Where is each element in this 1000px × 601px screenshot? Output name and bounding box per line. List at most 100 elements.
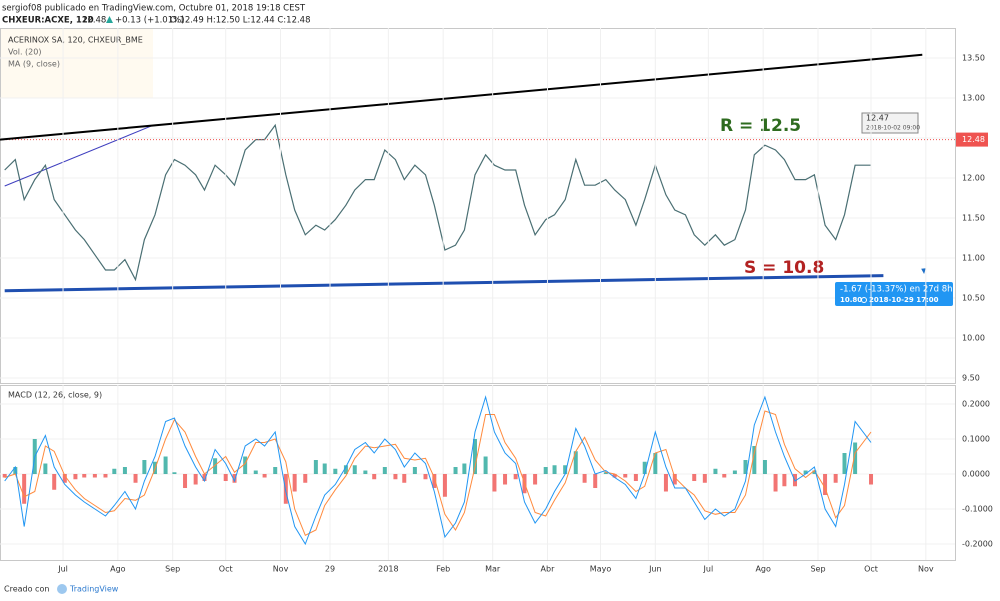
- x-tick-label: Mayo: [590, 565, 612, 574]
- histogram-bar: [352, 465, 357, 475]
- y-tick-label: 0.0000: [962, 470, 990, 479]
- resistance-label: R = 12.5: [720, 116, 801, 136]
- cursor-value: 12.47: [866, 114, 889, 123]
- histogram-bar: [62, 474, 67, 483]
- histogram-bar: [223, 474, 228, 482]
- x-tick-label: Oct: [864, 565, 878, 574]
- legend-indicator: Vol. (20): [8, 48, 41, 57]
- histogram-bar: [573, 451, 578, 475]
- up-arrow: [0, 53, 923, 141]
- symbol: CHXEUR:ACXE, 120: [2, 16, 94, 26]
- y-tick-label: 0.2000: [962, 400, 990, 409]
- histogram-bar: [412, 467, 417, 475]
- price-pane: [0, 28, 956, 384]
- histogram-bar: [803, 470, 808, 475]
- trend-line: [4, 124, 154, 187]
- histogram-bar: [653, 453, 658, 475]
- projection-box: [835, 282, 953, 306]
- footer-brand: TradingView: [69, 585, 119, 594]
- histogram-bar: [663, 474, 668, 492]
- histogram-bar: [2, 474, 7, 478]
- author-line: sergiof08 publicado en TradingView.com, …: [2, 4, 306, 14]
- x-tick-label: 2018: [378, 565, 398, 574]
- histogram-bar: [163, 456, 168, 475]
- histogram-bar: [722, 474, 727, 478]
- histogram-bar: [612, 474, 617, 478]
- macd-line: [4, 395, 872, 546]
- histogram-bar: [382, 467, 387, 475]
- histogram-bar: [172, 472, 177, 475]
- histogram-bar: [462, 463, 467, 475]
- histogram-bar: [642, 461, 647, 475]
- histogram-bar: [633, 474, 638, 482]
- histogram-bar: [842, 453, 847, 475]
- histogram-bar: [492, 474, 497, 492]
- histogram-bar: [303, 474, 308, 483]
- up-icon: [106, 16, 113, 23]
- histogram-bar: [552, 465, 557, 475]
- histogram-bar: [782, 474, 787, 487]
- x-tick-label: Sep: [165, 565, 180, 574]
- cursor-box: [861, 112, 919, 134]
- histogram-bar: [543, 467, 548, 475]
- histogram-bar: [363, 470, 368, 475]
- y-tick-label: 11.00: [962, 254, 985, 263]
- histogram-bar: [372, 474, 377, 480]
- histogram-bar: [262, 474, 267, 478]
- histogram-bar: [773, 474, 778, 492]
- x-tick-label: Nov: [273, 565, 289, 574]
- histogram-bar: [743, 460, 748, 475]
- histogram-bar: [142, 460, 147, 475]
- histogram-bar: [732, 470, 737, 475]
- y-tick-label: 11.50: [962, 214, 985, 223]
- y-tick-label: 13.50: [962, 54, 985, 63]
- histogram-bar: [713, 468, 718, 475]
- histogram-bar: [752, 446, 757, 475]
- clock-icon: [861, 297, 867, 303]
- projection-target: 10.80: [840, 296, 862, 304]
- histogram-bar: [202, 474, 207, 482]
- y-tick-label: -0.2000: [962, 540, 993, 549]
- support-line: [4, 274, 884, 293]
- histogram-bar: [243, 456, 248, 475]
- y-tick-label: 10.00: [962, 334, 985, 343]
- support-label: S = 10.8: [744, 258, 824, 278]
- histogram-bar: [702, 474, 707, 483]
- x-tick-label: Feb: [436, 565, 450, 574]
- histogram-bar: [503, 474, 508, 485]
- histogram-bar: [869, 474, 874, 485]
- projection-arrow-head: [921, 268, 926, 274]
- x-tick-label: Oct: [219, 565, 233, 574]
- last-price-label: 12.48: [962, 135, 985, 144]
- x-tick-label: 29: [325, 565, 335, 574]
- y-tick-label: -0.1000: [962, 505, 993, 514]
- histogram-bar: [563, 465, 568, 475]
- histogram-bar: [183, 474, 188, 489]
- x-tick-label: Abr: [541, 565, 556, 574]
- histogram-bar: [122, 467, 127, 475]
- histogram-bar: [853, 442, 858, 475]
- projection-date: 2018-10-29 17:00: [869, 296, 939, 304]
- histogram-bar: [52, 474, 57, 490]
- histogram-bar: [692, 474, 697, 482]
- histogram-bar: [453, 467, 458, 475]
- histogram-bar: [603, 472, 608, 475]
- histogram-bar: [582, 474, 587, 483]
- y-tick-label: 13.00: [962, 94, 985, 103]
- ohlc-header: O:12.49 H:12.50 L:12.44 C:12.48: [170, 16, 311, 26]
- y-tick-label: 10.50: [962, 294, 985, 303]
- x-tick-label: Jul: [703, 565, 714, 574]
- price-line: [4, 123, 871, 282]
- logo: [57, 584, 67, 594]
- histogram-bar: [402, 474, 407, 483]
- change-header: +0.13 (+1.01%): [115, 16, 185, 26]
- histogram-bar: [13, 467, 18, 475]
- histogram-bar: [133, 474, 138, 483]
- histogram-bar: [103, 474, 108, 478]
- histogram-bar: [112, 468, 117, 475]
- histogram-bar: [343, 465, 348, 475]
- histogram-bar: [483, 456, 488, 475]
- histogram-bar: [823, 474, 828, 496]
